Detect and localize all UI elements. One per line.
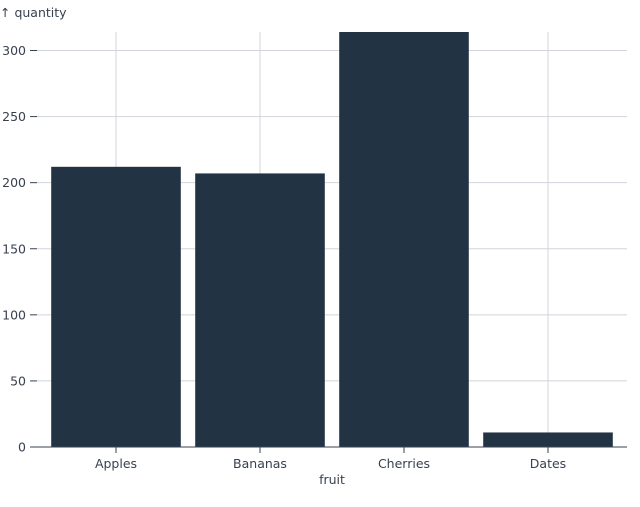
x-tick-label: Dates [530, 456, 566, 471]
y-tick-label: 250 [2, 109, 26, 124]
y-tick-label: 300 [2, 43, 26, 58]
x-tick-label: Cherries [378, 456, 430, 471]
y-tick-label: 0 [18, 440, 26, 455]
x-axis: Apples Bananas Cherries Dates [30, 446, 627, 471]
x-tick-label: Bananas [233, 456, 287, 471]
y-axis-label: ↑ quantity [0, 5, 67, 20]
y-tick-label: 200 [2, 175, 26, 190]
y-axis: 0 50 100 150 200 250 300 [2, 43, 37, 455]
y-tick-label: 100 [2, 307, 26, 322]
bars [51, 32, 613, 448]
x-axis-label: fruit [319, 472, 345, 487]
bar-apples [51, 166, 181, 448]
y-tick-label: 150 [2, 241, 26, 256]
bar-bananas [195, 173, 325, 448]
x-tick-label: Apples [95, 456, 137, 471]
bar-dates [483, 432, 613, 447]
bar-cherries [339, 32, 469, 447]
y-tick-label: 50 [10, 373, 26, 388]
